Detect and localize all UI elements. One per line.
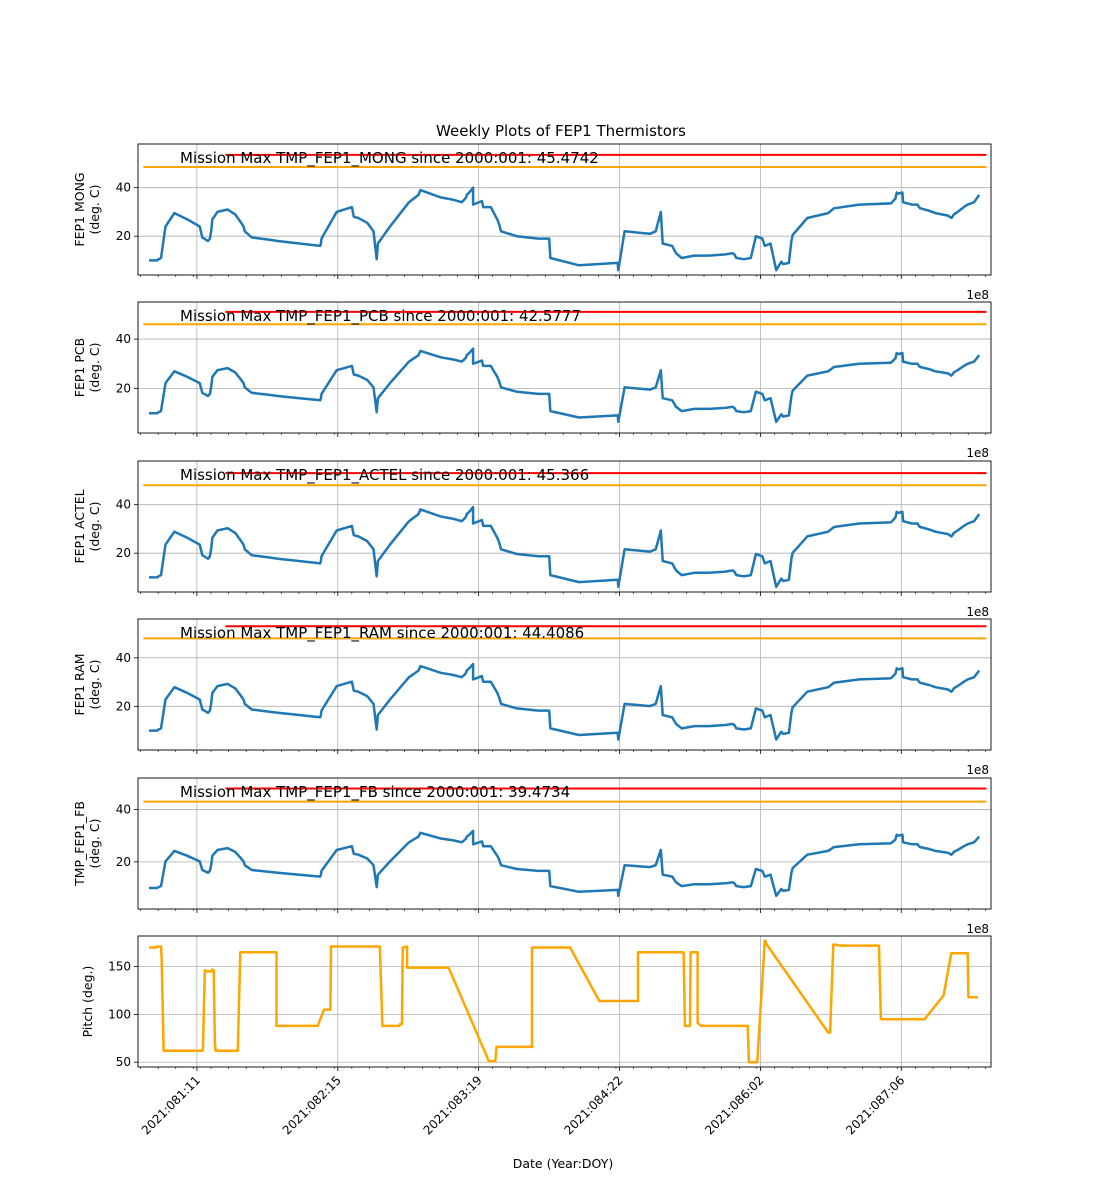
axes-frame [137,935,992,1068]
panel-1: 20 40 Mission Max TMP_FEP1_MONG since 2000… [72,143,992,302]
mission-max-annotation: Mission Max TMP_FEP1_MONG since 2000:001… [180,149,599,168]
y-tick-label: 100 [108,1007,131,1021]
mission-max-annotation: Mission Max TMP_FEP1_FB since 2000:001: … [180,783,570,802]
panels: 20 40 Mission Max TMP_FEP1_MONG since 2000… [72,143,992,1137]
y-tick-label: 150 [108,960,131,974]
y-tick-label: 40 [116,181,131,195]
axes-frame [137,143,992,276]
y-axis-label: FEP1 PCB(deg. C) [72,338,102,397]
y-axis-label: FEP1 MONG(deg. C) [72,172,102,246]
axes-frame [137,301,992,434]
axes-frame [137,460,992,593]
mission-max-annotation: Mission Max TMP_FEP1_ACTEL since 2000:00… [180,466,589,485]
y-axis-label: Pitch (deg.) [80,966,95,1038]
y-tick-label: 20 [116,699,131,713]
y-axis-label: FEP1 ACTEL(deg. C) [72,489,102,563]
series-line [149,505,981,589]
y-tick-label: 50 [116,1055,131,1069]
y-tick-label: 20 [116,382,131,396]
x-offset-label: 1e8 [966,922,989,936]
x-tick-label: 2021:081:11 [139,1073,203,1137]
x-offset-label: 1e8 [966,446,989,460]
series-line [149,186,981,272]
y-axis-label: FEP1 RAM(deg. C) [72,653,102,715]
panel-5: 20 40 Mission Max TMP_FEP1_FB since 2000:0… [72,777,992,936]
chart-title: Weekly Plots of FEP1 Thermistors [436,122,686,140]
x-tick-label: 2021:087:06 [843,1073,907,1137]
panel-2: 20 40 Mission Max TMP_FEP1_PCB since 2000:… [72,301,992,460]
series-line [149,662,981,741]
y-tick-label: 20 [116,229,131,243]
y-tick-label: 40 [116,651,131,665]
axes-frame [137,777,992,910]
series-line [149,347,981,424]
y-tick-label: 40 [116,498,131,512]
x-tick-label: 2021:084:22 [561,1073,625,1137]
y-tick-label: 40 [116,332,131,346]
series-line [149,939,978,1064]
x-tick-label: 2021:082:15 [280,1073,344,1137]
x-tick-label: 2021:086:02 [702,1073,766,1137]
panel-3: 20 40 Mission Max TMP_FEP1_ACTEL since 200… [72,460,992,619]
x-offset-label: 1e8 [966,605,989,619]
series-line [149,829,981,897]
x-offset-label: 1e8 [966,288,989,302]
y-tick-label: 40 [116,802,131,816]
x-axis-label: Date (Year:DOY) [513,1156,613,1171]
x-tick-label: 2021:083:19 [421,1073,485,1137]
y-axis-label: TMP_FEP1_FB(deg. C) [72,801,102,887]
panel-6: 50 100 150 Pitch (deg.) 2021:081:11 2021:082:… [80,935,992,1137]
y-tick-label: 20 [116,855,131,869]
panel-4: 20 40 Mission Max TMP_FEP1_RAM since 2000:… [72,618,992,777]
x-offset-label: 1e8 [966,763,989,777]
mission-max-annotation: Mission Max TMP_FEP1_RAM since 2000:001:… [180,624,584,643]
y-tick-label: 20 [116,546,131,560]
mission-max-annotation: Mission Max TMP_FEP1_PCB since 2000:001:… [180,307,581,326]
axes-frame [137,618,992,751]
